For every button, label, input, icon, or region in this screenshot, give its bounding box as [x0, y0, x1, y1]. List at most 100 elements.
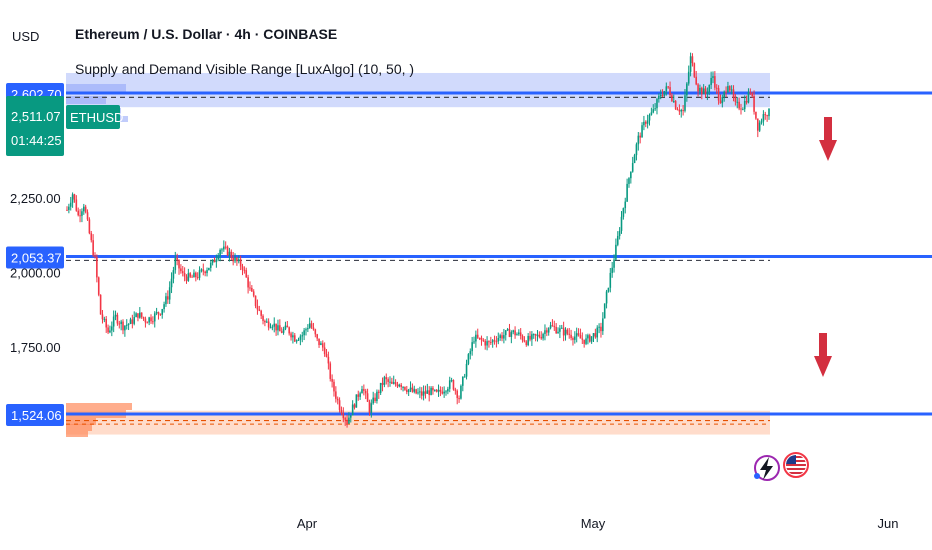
- candle-body: [473, 341, 475, 343]
- candle-body: [258, 309, 261, 311]
- candle-body: [361, 389, 363, 394]
- candle-body: [501, 335, 503, 339]
- candle-body: [684, 95, 686, 111]
- candle-body: [715, 87, 718, 89]
- candle-body: [751, 92, 753, 97]
- candle-body: [254, 295, 257, 306]
- currency-label: USD: [12, 29, 39, 44]
- candle-body: [622, 208, 625, 217]
- candle-body: [628, 178, 630, 184]
- lightning-event-icon[interactable]: [754, 455, 780, 481]
- candle-body: [407, 389, 410, 393]
- candle-body: [432, 387, 434, 391]
- candle-body: [66, 209, 68, 211]
- candle-body: [691, 56, 694, 64]
- candle-body: [648, 114, 651, 121]
- candle-body: [458, 398, 460, 400]
- candle-body: [602, 318, 604, 332]
- candle-body: [618, 230, 621, 236]
- candle-body: [275, 323, 277, 331]
- candle-body: [499, 335, 501, 338]
- candle-body: [363, 389, 365, 391]
- candle-body: [112, 316, 115, 327]
- candle-body: [714, 76, 716, 88]
- candle-body: [170, 278, 173, 288]
- candle-body: [114, 314, 117, 317]
- candle-body: [560, 327, 563, 329]
- candle-body: [521, 335, 524, 341]
- candle-body: [639, 135, 641, 138]
- candle-body: [734, 97, 737, 102]
- candle-body: [717, 88, 720, 101]
- x-axis[interactable]: Apr May Jun: [297, 516, 899, 531]
- x-tick-label: Apr: [297, 516, 318, 531]
- price-tags: 2,602.702,511.0701:44:252,053.371,524.06…: [6, 83, 123, 426]
- candle-body: [695, 76, 697, 85]
- candle-body: [476, 334, 479, 338]
- candle-body: [708, 85, 711, 93]
- candle-body: [674, 101, 677, 110]
- candle-body: [195, 272, 197, 278]
- candle-body: [353, 404, 356, 408]
- candle-body: [508, 329, 511, 337]
- candle-body: [448, 380, 451, 389]
- candle-body: [736, 101, 739, 103]
- candle-body: [312, 327, 315, 330]
- candle-body: [200, 269, 203, 271]
- candle-body: [131, 319, 134, 324]
- candle-body: [73, 194, 76, 200]
- candle-body: [122, 321, 124, 331]
- candle-body: [422, 391, 425, 396]
- zone-average-lines: [66, 96, 770, 425]
- candle-body: [756, 118, 759, 131]
- candle-body: [447, 388, 449, 392]
- candle-body: [587, 335, 589, 339]
- candle-body: [344, 418, 346, 420]
- candle-body: [590, 336, 593, 342]
- us-flag-icon[interactable]: [783, 452, 809, 478]
- candle-body: [411, 387, 414, 392]
- candle-body: [241, 266, 244, 270]
- candle-body: [409, 387, 412, 390]
- candle-body: [168, 287, 171, 300]
- x-tick-label: Jun: [878, 516, 899, 531]
- candle-body: [723, 91, 725, 98]
- candle-body: [747, 92, 750, 103]
- candle-body: [346, 419, 348, 424]
- candle-body: [549, 325, 552, 329]
- y-axis[interactable]: 2,250.00 2,000.00 1,750.00: [10, 191, 61, 355]
- candle-body: [180, 268, 182, 272]
- candle-body: [226, 246, 229, 256]
- candle-body: [135, 313, 137, 318]
- candle-body: [671, 95, 673, 102]
- candle-body: [682, 110, 684, 112]
- candle-body: [568, 333, 571, 335]
- candle-body: [155, 312, 158, 314]
- candle-body: [152, 321, 154, 323]
- candle-body: [172, 270, 175, 279]
- candle-body: [654, 108, 656, 110]
- candle-body: [633, 155, 636, 164]
- candle-body: [415, 389, 417, 394]
- candle-body: [766, 115, 768, 117]
- candle-body: [540, 336, 543, 339]
- candle-body: [392, 382, 395, 384]
- candle-body: [428, 390, 431, 396]
- candle-body: [219, 249, 221, 257]
- price-tag-bg: [6, 246, 64, 269]
- y-tick-label: 1,750.00: [10, 340, 61, 355]
- demand-profile-bar: [66, 424, 92, 431]
- candle-body: [81, 211, 83, 216]
- candle-body: [419, 391, 421, 393]
- candle-body: [663, 90, 666, 96]
- candle-body: [643, 121, 645, 126]
- candle-body: [702, 88, 705, 95]
- candle-body: [574, 336, 576, 340]
- candle-body: [198, 270, 201, 278]
- candle-body: [467, 354, 470, 364]
- candle-body: [297, 339, 300, 341]
- candle-body: [239, 259, 242, 267]
- candle-body: [196, 277, 199, 279]
- candle-body: [260, 310, 262, 316]
